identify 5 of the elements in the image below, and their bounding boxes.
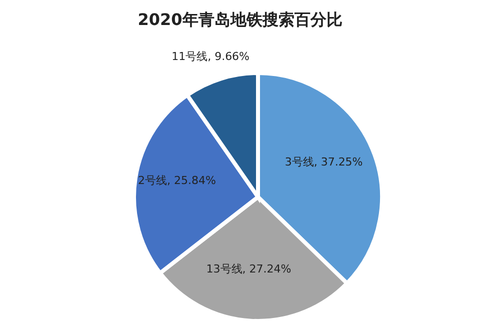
slice-label: 2号线, 25.84%	[138, 174, 216, 187]
slice-label: 3号线, 37.25%	[284, 156, 363, 169]
slice-label: 11号线, 9.66%	[172, 50, 250, 63]
slice-label: 13号线, 27.24%	[206, 262, 292, 276]
chart-title: 2020年青岛地铁搜索百分比	[136, 10, 344, 31]
